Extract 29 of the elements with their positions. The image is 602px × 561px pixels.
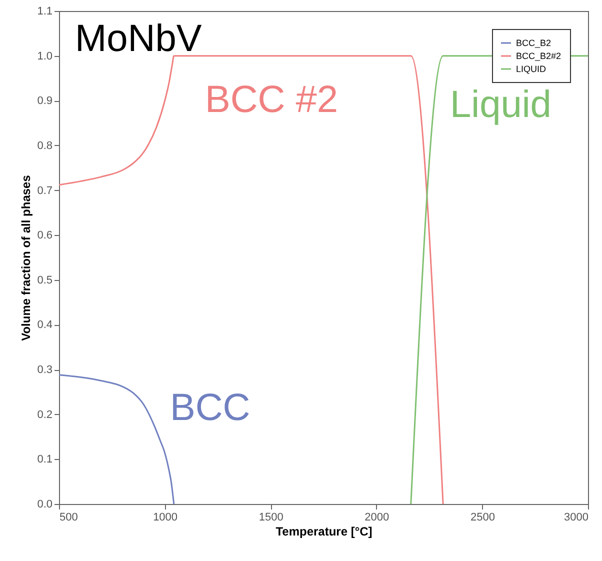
annotation: BCC — [170, 387, 250, 429]
legend-label: LIQUID — [516, 64, 547, 74]
y-tick-label: 1.1 — [37, 6, 52, 18]
annotation: Liquid — [450, 84, 552, 126]
legend-label: BCC_B2#2 — [516, 51, 562, 61]
x-axis-title: Temperature [°C] — [276, 524, 372, 538]
legend-label: BCC_B2 — [516, 38, 552, 48]
y-tick-label: 0.1 — [37, 454, 52, 466]
y-tick-label: 0.8 — [37, 140, 52, 152]
y-tick-label: 1.0 — [37, 50, 52, 62]
line-series — [59, 374, 175, 504]
x-tick-label: 500 — [60, 512, 78, 524]
y-tick-label: 0.7 — [37, 184, 52, 197]
y-tick-label: 0.4 — [37, 319, 52, 332]
y-tick-label: 0.6 — [37, 230, 52, 242]
x-tick-label: 1500 — [258, 512, 284, 524]
y-tick-label: 0.9 — [37, 95, 52, 108]
x-tick-label: 3000 — [564, 512, 588, 524]
y-axis-title: Volume fraction of all phases — [19, 174, 34, 341]
annotation: MoNbV — [75, 18, 202, 60]
x-tick-label: 2000 — [364, 512, 390, 524]
y-tick-label: 0.0 — [37, 498, 52, 510]
y-tick-label: 0.5 — [37, 274, 52, 286]
y-tick-label: 0.3 — [37, 364, 52, 376]
x-tick-label: 1000 — [153, 512, 178, 524]
line-series — [59, 55, 444, 504]
y-tick-label: 0.2 — [37, 408, 52, 421]
annotation: BCC #2 — [205, 79, 338, 121]
x-tick-label: 2500 — [470, 512, 495, 524]
